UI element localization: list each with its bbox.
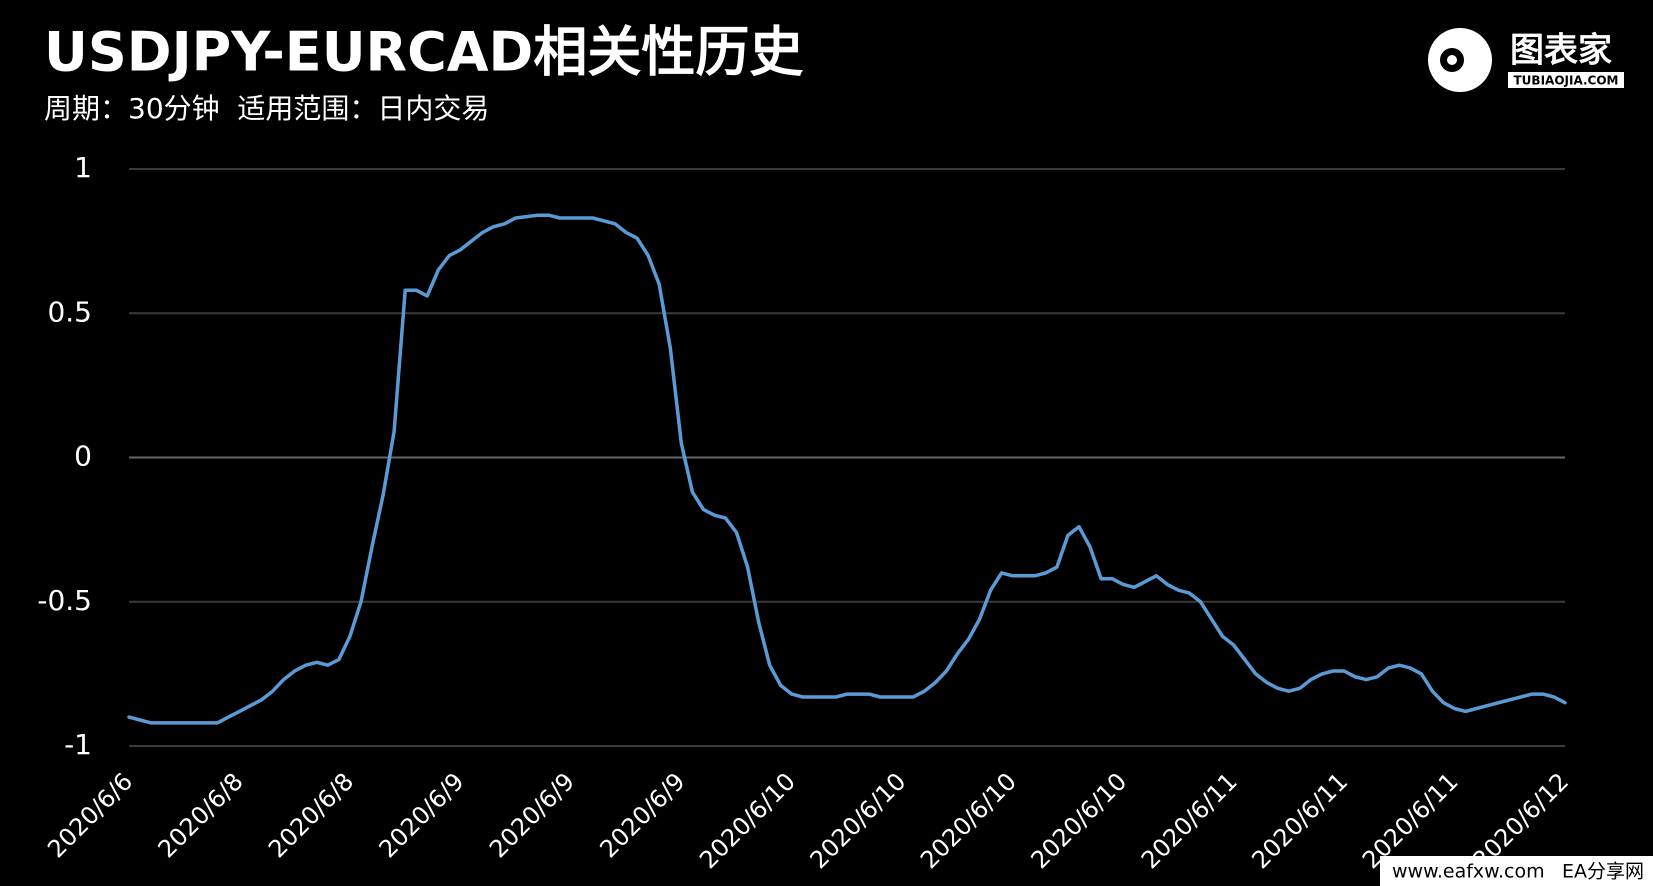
logo: 图表家 TUBIAOJIA.COM [1428,28,1624,92]
logo-name: 图表家 [1510,31,1612,71]
logo-icon-pupil [1447,55,1457,65]
chart-title: USDJPY-EURCAD相关性历史 [44,21,803,84]
line [127,213,1567,725]
y-tick-label: -0.5 [37,584,92,617]
y-tick-label: -1 [64,728,92,761]
watermark: www.eafxw.com EA分享网 [1380,856,1653,886]
chart-subtitle: 周期：30分钟 适用范围：日内交易 [44,92,489,125]
y-tick-label: 0.5 [47,295,92,328]
logo-domain: TUBIAOJIA.COM [1514,74,1619,88]
watermark-box [1380,856,1653,886]
watermark-site: EA分享网 [1562,861,1644,883]
logo-band [1508,72,1624,88]
y-tick-label: 0 [74,440,92,473]
watermark-url: www.eafxw.com [1392,861,1545,883]
y-tick-label: 1 [74,151,92,184]
